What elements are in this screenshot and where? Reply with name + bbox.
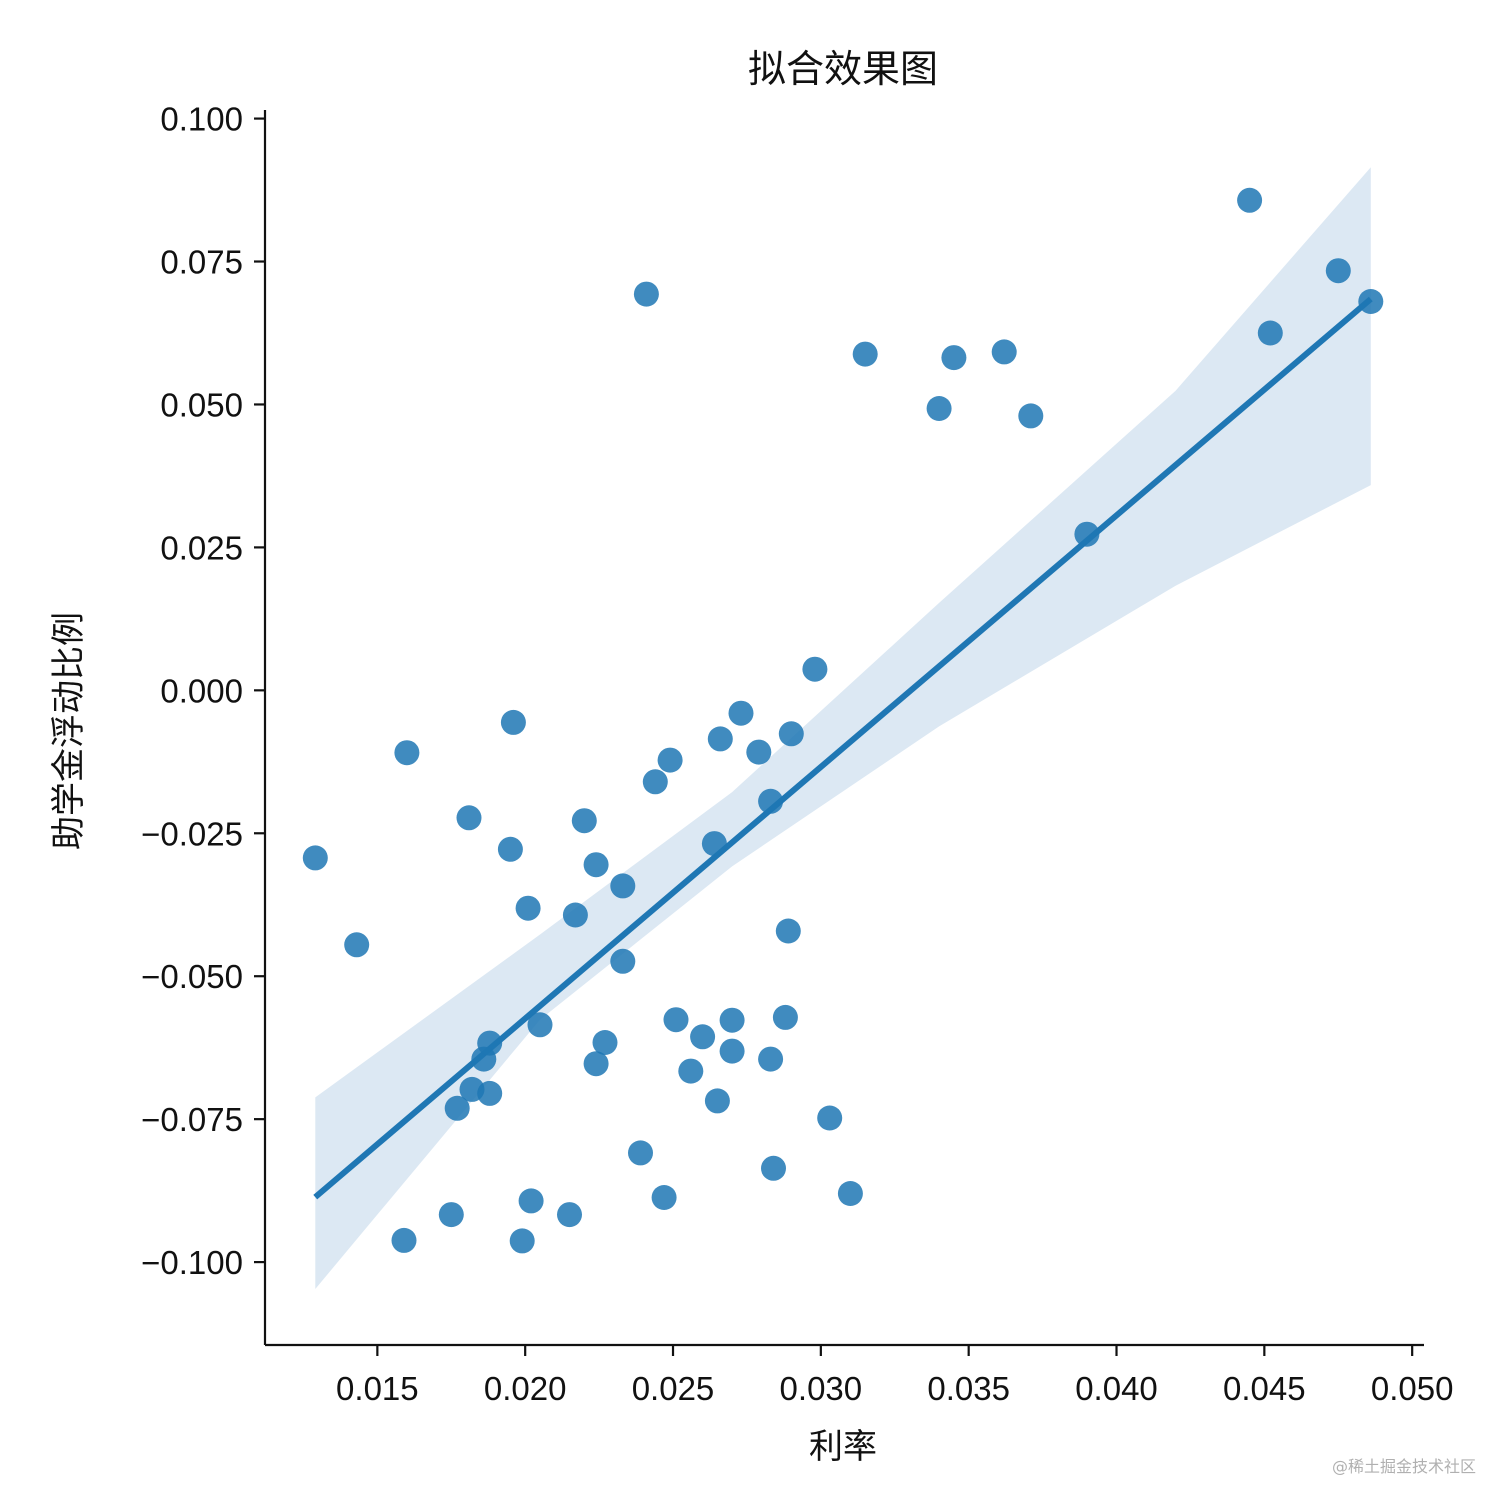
y-tick-label: 0.075 [160,244,243,281]
scatter-point [497,836,523,862]
scatter-point [1074,521,1100,547]
y-tick-label: −0.100 [141,1244,243,1281]
scatter-point [837,1181,863,1206]
scatter-point [802,656,828,682]
x-tick-label: 0.050 [1371,1370,1454,1407]
scatter-points [302,187,1384,1254]
scatter-point [557,1202,582,1228]
x-axis-ticks: 0.015 0.020 0.025 0.030 0.035 0.040 0.045 0.050 [336,1345,1453,1407]
scatter-point [758,788,784,814]
scatter-point [728,700,754,726]
scatter-point [438,1202,464,1228]
scatter-point [518,1188,544,1214]
x-axis-title: 利率 [809,1427,877,1467]
watermark: @稀土掘金技术社区 [1332,1457,1476,1476]
scatter-point [852,341,878,367]
y-tick-label: 0.050 [160,386,243,423]
scatter-point [562,902,588,928]
scatter-point [477,1030,503,1056]
scatter-point [610,873,636,899]
scatter-point [1237,187,1263,213]
scatter-point [571,808,597,834]
scatter-point [456,805,482,831]
scatter-point [704,1088,730,1114]
scatter-point [701,831,727,857]
scatter-point [583,852,609,878]
x-tick-label: 0.015 [336,1370,419,1407]
chart-title: 拟合效果图 [748,47,938,91]
confidence-band [315,167,1371,1290]
scatter-point [1018,403,1044,429]
scatter-point [527,1012,553,1038]
scatter-point [657,747,683,773]
x-tick-label: 0.040 [1075,1370,1158,1407]
scatter-point [817,1105,843,1131]
scatter-point [1257,320,1283,346]
scatter-point [583,1051,609,1077]
x-tick-label: 0.035 [927,1370,1010,1407]
scatter-point [758,1046,784,1072]
y-tick-label: 0.100 [160,101,243,138]
scatter-point [941,345,967,371]
scatter-point [746,739,772,765]
scatter-point [610,948,636,974]
scatter-point [477,1080,503,1106]
scatter-point [719,1038,745,1064]
scatter-point [761,1155,786,1181]
y-axis-ticks: 0.100 0.075 0.050 0.025 0.000 −0.025 −0.050 −0.… [141,101,265,1281]
y-axis-title: 助学金浮动比例 [49,612,89,850]
scatter-point [509,1228,535,1254]
scatter-point [1325,258,1351,284]
scatter-point [444,1095,470,1121]
y-tick-label: −0.075 [141,1101,243,1138]
x-tick-label: 0.020 [484,1370,567,1407]
scatter-point [592,1030,618,1055]
scatter-point [707,726,733,752]
y-tick-label: 0.025 [160,529,243,566]
y-tick-label: −0.025 [141,815,243,852]
scatter-point [690,1024,716,1050]
y-tick-label: 0.000 [160,672,243,709]
scatter-point [633,281,659,307]
y-tick-label: −0.050 [141,958,243,995]
scatter-point [344,932,370,958]
scatter-point [651,1185,677,1210]
scatter-point [719,1007,745,1033]
scatter-point [663,1007,689,1033]
x-tick-label: 0.045 [1223,1370,1306,1407]
plot-area [302,167,1384,1290]
scatter-point [302,845,328,871]
scatter-point [775,918,801,944]
x-tick-label: 0.030 [780,1370,863,1407]
scatter-point [772,1004,798,1030]
scatter-point [391,1227,417,1253]
scatter-point [926,396,952,421]
scatter-point [642,769,668,795]
scatter-point [1358,289,1384,314]
scatter-point [778,721,804,747]
scatter-point [515,895,541,921]
x-tick-label: 0.025 [632,1370,715,1407]
scatter-point [500,709,526,735]
scatter-point [991,339,1017,365]
scatter-point [394,740,420,766]
scatter-point [678,1058,704,1084]
scatter-point [628,1140,653,1166]
